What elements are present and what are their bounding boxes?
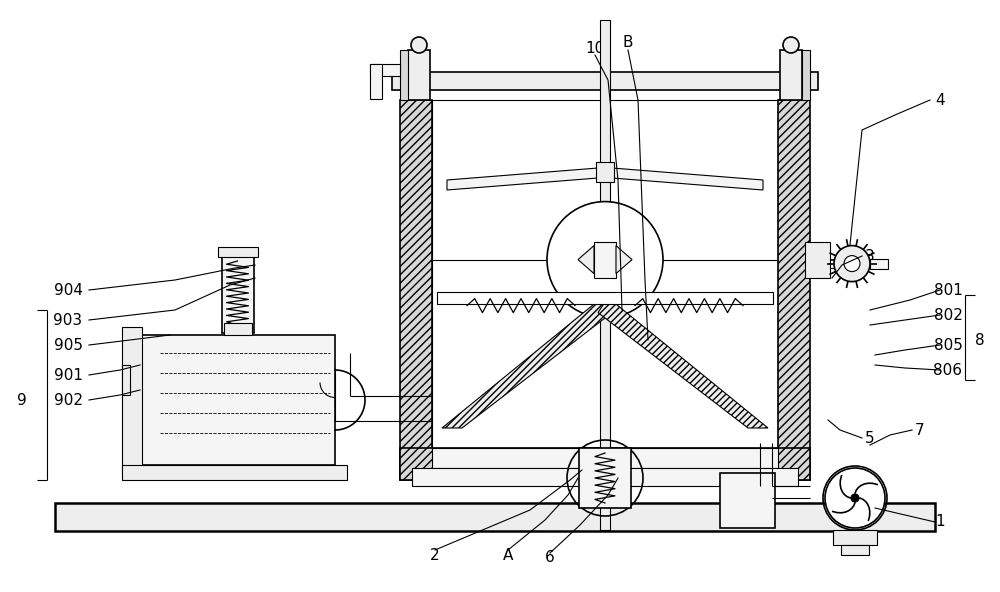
Polygon shape	[447, 168, 598, 190]
Text: 2: 2	[430, 548, 440, 562]
Text: 801: 801	[934, 282, 962, 298]
Circle shape	[411, 37, 427, 53]
Text: 7: 7	[915, 423, 925, 437]
Text: 3: 3	[865, 249, 875, 263]
Bar	[805, 242, 830, 278]
Bar	[432, 448, 778, 468]
Bar	[579, 448, 631, 508]
Text: 802: 802	[934, 307, 962, 323]
Bar	[370, 64, 400, 76]
Bar	[841, 545, 869, 555]
Circle shape	[844, 256, 860, 272]
Bar	[802, 50, 810, 100]
Bar	[122, 465, 347, 480]
Bar	[400, 448, 810, 480]
Text: 10: 10	[585, 40, 605, 56]
Bar	[437, 292, 773, 304]
Bar	[412, 468, 798, 486]
Bar	[780, 50, 802, 100]
Text: 902: 902	[54, 392, 83, 407]
Bar	[594, 242, 616, 278]
Bar	[720, 473, 775, 528]
Text: 903: 903	[53, 313, 83, 327]
Bar	[370, 64, 382, 99]
Polygon shape	[578, 246, 594, 274]
Text: A: A	[503, 548, 513, 562]
Circle shape	[783, 37, 799, 53]
Bar	[432, 100, 778, 448]
Text: 805: 805	[934, 337, 962, 352]
Circle shape	[834, 246, 870, 282]
Polygon shape	[616, 246, 632, 274]
Bar	[222, 255, 254, 333]
Text: 4: 4	[935, 92, 945, 108]
Text: 904: 904	[54, 282, 83, 298]
Bar	[122, 365, 130, 395]
Circle shape	[547, 202, 663, 317]
Bar	[122, 327, 142, 473]
Bar	[870, 259, 888, 269]
Bar	[218, 247, 258, 257]
Bar	[600, 20, 610, 530]
Polygon shape	[598, 298, 768, 428]
Text: B: B	[623, 34, 633, 50]
Bar	[392, 72, 818, 90]
Bar	[408, 50, 430, 100]
Text: 6: 6	[545, 551, 555, 565]
Text: 9: 9	[17, 392, 27, 407]
Text: 5: 5	[865, 430, 875, 446]
Bar	[596, 162, 614, 182]
Polygon shape	[612, 168, 763, 190]
Bar	[55, 503, 935, 531]
Text: 901: 901	[54, 368, 83, 382]
Text: 905: 905	[54, 337, 83, 352]
Polygon shape	[442, 298, 612, 428]
Bar	[778, 100, 810, 480]
Bar	[400, 100, 432, 480]
Circle shape	[825, 468, 885, 528]
Text: 8: 8	[975, 333, 985, 348]
Bar	[833, 530, 877, 545]
Circle shape	[851, 494, 859, 502]
Text: 806: 806	[933, 362, 962, 378]
Text: 1: 1	[935, 514, 945, 529]
Bar	[224, 323, 252, 335]
Bar	[400, 50, 408, 100]
Bar	[140, 335, 335, 465]
